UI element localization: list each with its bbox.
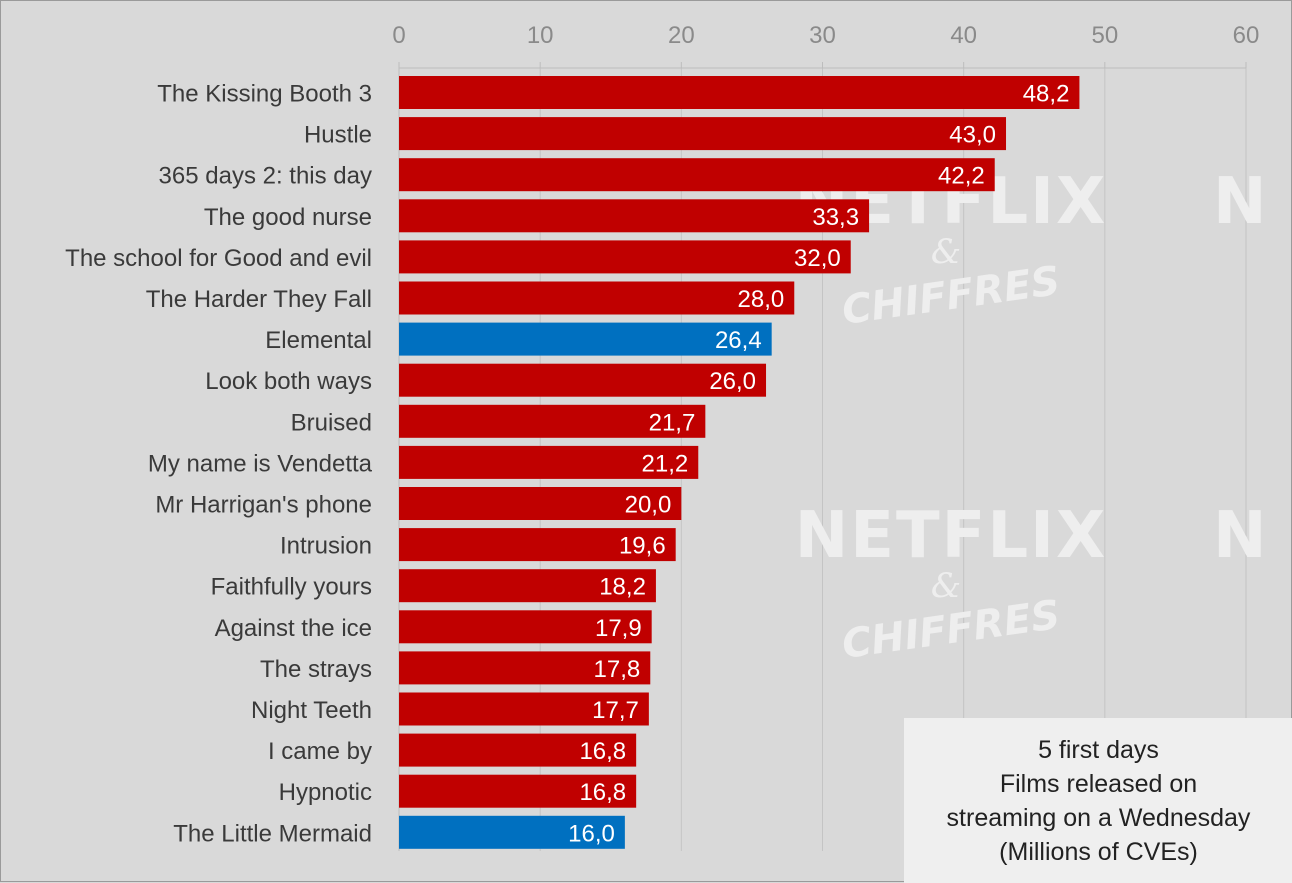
bar <box>399 733 637 767</box>
bar-value-label: 48,2 <box>1023 81 1070 108</box>
legend-line: 5 first days <box>1038 735 1159 764</box>
bar-value-label: 16,8 <box>579 779 626 806</box>
legend-line: (Millions of CVEs) <box>999 837 1198 866</box>
category-label: The good nurse <box>204 204 372 231</box>
category-label: Mr Harrigan's phone <box>155 492 372 519</box>
legend-line: Films released on <box>999 769 1198 798</box>
bar-value-label: 32,0 <box>794 245 841 272</box>
bar-value-label: 17,9 <box>595 615 642 642</box>
bar-value-label: 42,2 <box>938 163 985 190</box>
watermark-edge: N <box>1213 499 1269 573</box>
bar <box>399 815 625 849</box>
category-label: I came by <box>268 738 372 765</box>
watermark-amp: & <box>931 232 961 272</box>
category-label: Night Teeth <box>251 697 372 724</box>
x-tick-label: 60 <box>1233 22 1260 49</box>
x-tick-label: 40 <box>950 22 977 49</box>
bar <box>399 569 656 603</box>
bar-value-label: 28,0 <box>738 286 785 313</box>
category-label: Hustle <box>304 122 372 149</box>
bar <box>399 404 706 438</box>
category-label: 365 days 2: this day <box>159 163 372 190</box>
bar-value-label: 20,0 <box>625 492 672 519</box>
bar <box>399 692 649 726</box>
category-label: The school for Good and evil <box>65 245 372 272</box>
bar <box>399 774 637 808</box>
category-label: Faithfully yours <box>211 574 372 601</box>
x-tick-label: 50 <box>1091 22 1118 49</box>
category-label: Bruised <box>291 409 372 436</box>
bar <box>399 76 1080 109</box>
bar <box>399 199 870 233</box>
category-label: Look both ways <box>205 368 372 395</box>
x-tick-label: 10 <box>527 22 554 49</box>
bar <box>399 240 851 274</box>
watermark: NETFLIX & CHIFFRES N NETFLIX & CHIFFRES … <box>795 165 1269 668</box>
category-label: The Kissing Booth 3 <box>157 81 372 108</box>
bar <box>399 651 651 685</box>
bar-value-label: 21,7 <box>649 409 696 436</box>
bar-value-label: 43,0 <box>949 122 996 149</box>
watermark-brand: NETFLIX <box>795 499 1108 573</box>
bar <box>399 158 995 192</box>
bar-value-label: 26,4 <box>715 327 762 354</box>
bar-value-label: 26,0 <box>709 368 756 395</box>
category-label: Hypnotic <box>279 779 372 806</box>
bar-value-label: 19,6 <box>619 533 666 560</box>
bar-value-label: 33,3 <box>812 204 859 231</box>
watermark-amp: & <box>931 566 961 606</box>
bar-value-label: 18,2 <box>599 574 646 601</box>
category-label: Elemental <box>265 327 372 354</box>
category-label: The Little Mermaid <box>173 820 372 847</box>
bar <box>399 445 699 479</box>
bars: 48,2 43,0 42,2 33,3 32,0 28,0 26,4 26,0 21,7 21,2… <box>399 76 1080 849</box>
bar <box>399 528 676 562</box>
category-label: The Harder They Fall <box>146 286 372 313</box>
bar <box>399 363 767 397</box>
legend-box: 5 first days Films released on streaming… <box>904 718 1292 883</box>
category-label: Against the ice <box>215 615 372 642</box>
bar <box>399 610 652 644</box>
legend-line: streaming on a Wednesday <box>946 803 1251 832</box>
watermark-edge: N <box>1213 165 1269 239</box>
category-labels: The Kissing Booth 3 Hustle 365 days 2: thi… <box>65 81 372 848</box>
bar <box>399 322 772 356</box>
x-tick-label: 0 <box>392 22 405 49</box>
bar <box>399 487 682 520</box>
category-label: Intrusion <box>280 533 372 560</box>
bar-value-label: 17,7 <box>592 697 639 724</box>
x-tick-label: 30 <box>809 22 836 49</box>
x-tick-label: 20 <box>668 22 695 49</box>
bar <box>399 281 795 315</box>
bar-value-label: 17,8 <box>594 656 641 683</box>
bar-value-label: 16,8 <box>579 738 626 765</box>
bar <box>399 117 1007 151</box>
bar-value-label: 16,0 <box>568 820 615 847</box>
bar-value-label: 21,2 <box>642 450 689 477</box>
category-label: The strays <box>260 656 372 683</box>
category-label: My name is Vendetta <box>148 450 373 477</box>
